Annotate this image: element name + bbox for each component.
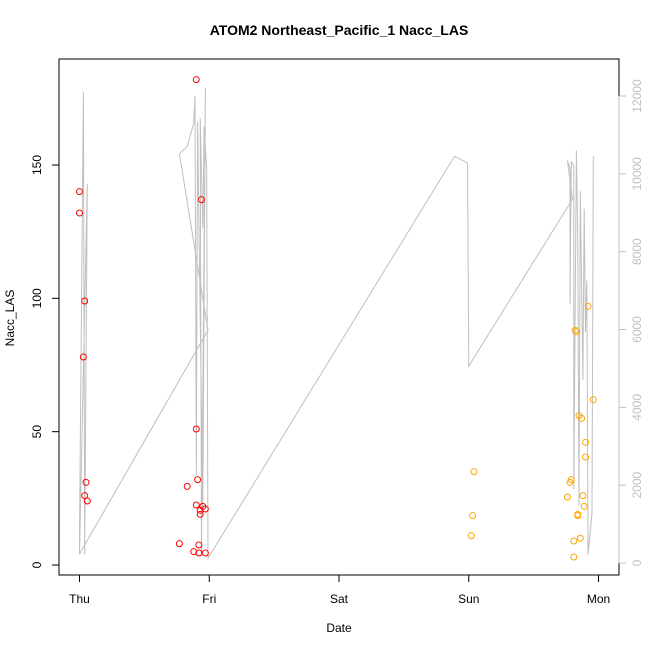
y2-tick-label: 6000 xyxy=(630,316,644,343)
data-point-red xyxy=(83,497,91,505)
data-point-red xyxy=(81,297,89,305)
data-point-red xyxy=(82,478,90,486)
data-point-red xyxy=(76,209,83,217)
data-point-orange xyxy=(584,302,592,310)
y-tick-label: 150 xyxy=(30,155,44,175)
data-point-orange xyxy=(578,414,586,422)
x-tick-label: Sat xyxy=(330,592,349,606)
y-tick-label: 100 xyxy=(30,288,44,308)
y-axis-label: Nacc_LAS xyxy=(3,290,17,347)
data-point-orange xyxy=(582,438,590,446)
x-tick-label: Fri xyxy=(202,592,216,606)
data-point-red xyxy=(201,505,209,513)
series-line xyxy=(79,88,594,561)
y-tick-label: 0 xyxy=(30,561,44,568)
data-point-orange xyxy=(469,512,477,520)
plot-area: Thu Fri Sat Sun Mon 0 50 100 150 0 2000 4000 6000 800… xyxy=(30,76,644,606)
chart-title: ATOM2 Northeast_Pacific_1 Nacc_LAS xyxy=(210,22,469,38)
y2-tick-label: 4000 xyxy=(630,394,644,421)
data-point-red xyxy=(190,548,198,556)
x-tick-label: Thu xyxy=(69,592,90,606)
y2-tick-label: 8000 xyxy=(630,238,644,265)
data-point-red xyxy=(194,476,202,484)
data-point-orange xyxy=(580,502,588,510)
y2-tick-label: 0 xyxy=(630,559,644,566)
data-point-red xyxy=(175,540,183,548)
y2-tick-label: 2000 xyxy=(630,471,644,498)
x-tick-label: Mon xyxy=(587,592,610,606)
data-point-orange xyxy=(574,512,582,520)
data-point-red xyxy=(197,196,205,204)
data-point-red xyxy=(79,353,87,361)
data-point-red xyxy=(201,549,209,557)
data-point-orange xyxy=(570,553,578,561)
data-point-orange xyxy=(589,396,597,404)
y-tick-label: 50 xyxy=(30,425,44,439)
data-point-red xyxy=(183,482,191,490)
data-point-orange xyxy=(567,476,575,484)
data-point-orange xyxy=(563,493,571,501)
data-point-red xyxy=(192,501,200,509)
data-point-orange xyxy=(576,534,584,542)
x-axis-label: Date xyxy=(326,621,352,635)
data-point-red xyxy=(195,541,203,549)
data-point-orange xyxy=(572,328,580,336)
x-tick-label: Sun xyxy=(458,592,479,606)
data-point-red xyxy=(192,425,200,433)
data-point-orange xyxy=(571,326,579,334)
data-point-red xyxy=(196,510,204,518)
data-point-orange xyxy=(467,532,475,540)
data-point-orange xyxy=(582,453,590,461)
data-point-red xyxy=(76,188,83,196)
data-point-orange xyxy=(570,537,578,545)
data-point-orange xyxy=(579,492,587,500)
y2-tick-label: 10000 xyxy=(630,157,644,191)
y2-tick-label: 12000 xyxy=(630,79,644,113)
data-point-orange xyxy=(470,468,478,476)
data-point-red xyxy=(192,76,200,84)
